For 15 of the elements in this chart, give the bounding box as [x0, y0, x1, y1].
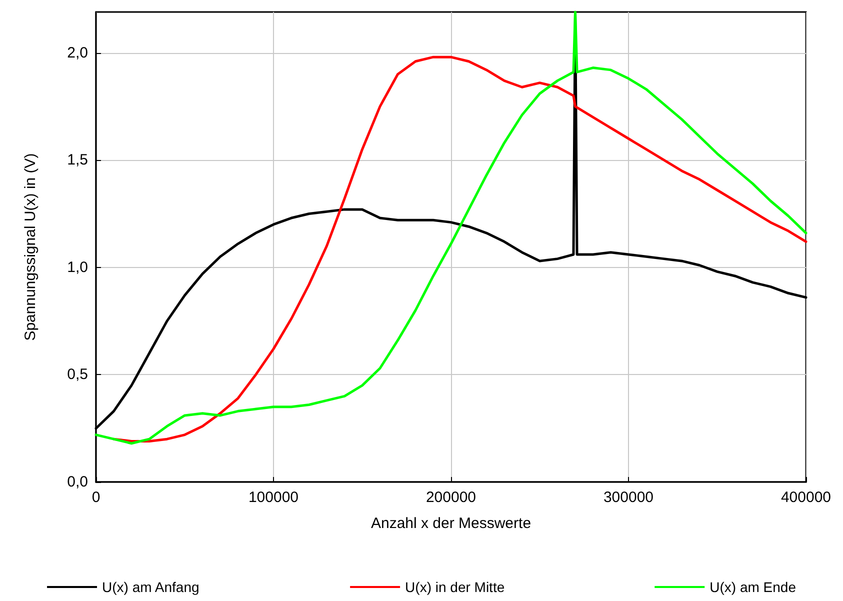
y-tick-label: 1,0	[67, 258, 88, 276]
x-axis-title: Anzahl x der Messwerte	[370, 515, 532, 532]
y-tick-label: 2,0	[67, 44, 88, 62]
y-axis-title: Spannungssignal U(x) in (V)	[22, 153, 39, 341]
y-tick-label: 1,5	[67, 152, 88, 169]
legend-label: U(x) am Anfang	[102, 579, 200, 595]
y-tick-label: 0,0	[67, 474, 88, 490]
x-tick-label: 400000	[780, 489, 832, 506]
x-tick-label: 0	[92, 489, 100, 506]
x-tick-label: 300000	[603, 489, 654, 506]
legend-label: U(x) am Ende	[710, 579, 796, 595]
legend-label: U(x) in der Mitte	[405, 579, 505, 595]
x-tick-label: 100000	[248, 489, 299, 506]
x-tick-label: 200000	[426, 489, 476, 506]
y-tick-label: 0,5	[67, 366, 88, 384]
